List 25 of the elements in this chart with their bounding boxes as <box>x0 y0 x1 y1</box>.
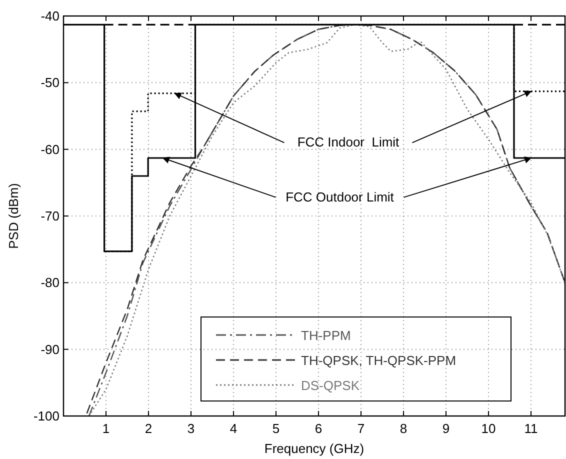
y-tick-label: -60 <box>40 142 60 157</box>
y-tick-label: -100 <box>33 408 60 424</box>
x-tick-label: 4 <box>230 421 238 436</box>
text: TH-QPSK, TH-QPSK-PPM <box>301 353 456 368</box>
x-tick-label: 6 <box>314 421 322 436</box>
y-tick-label: -70 <box>40 208 60 224</box>
x-tick-label: 11 <box>524 421 538 436</box>
x-tick-label: 1 <box>102 421 110 436</box>
y-axis-title: PSD (dBm) <box>6 183 21 249</box>
y-tick-label: -50 <box>40 75 60 90</box>
y-tick-label: -80 <box>40 275 60 290</box>
text: TH-PPM <box>301 328 351 343</box>
annotation: FCC Outdoor Limit <box>286 189 394 204</box>
x-tick-label: 3 <box>187 421 195 436</box>
text: DS-QPSK <box>301 378 360 393</box>
x-tick-label: 9 <box>442 421 450 436</box>
annotation: FCC Indoor Limit <box>297 134 400 150</box>
x-tick-label: 2 <box>144 421 152 436</box>
x-tick-label: 5 <box>272 421 280 436</box>
x-tick-label: 7 <box>357 421 365 436</box>
y-tick-label: -90 <box>40 342 60 357</box>
x-tick-label: 10 <box>481 421 496 436</box>
y-tick-label: -40 <box>40 8 60 24</box>
x-tick-label: 8 <box>400 421 408 436</box>
x-axis-title: Frequency (GHz) <box>264 441 364 456</box>
